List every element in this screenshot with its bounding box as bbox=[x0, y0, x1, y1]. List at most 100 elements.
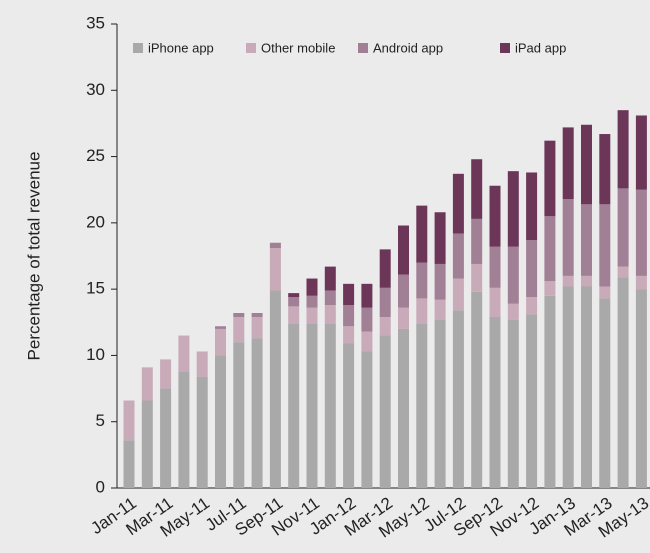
bar-segment bbox=[288, 306, 300, 324]
bar-segment bbox=[141, 400, 153, 488]
bar-segment bbox=[562, 275, 574, 287]
bar-segment bbox=[434, 212, 446, 264]
bar-segment bbox=[452, 278, 464, 311]
bar-segment bbox=[178, 371, 190, 488]
bar-segment bbox=[471, 291, 483, 488]
bar-segment bbox=[507, 171, 519, 247]
bar-segment bbox=[160, 388, 172, 488]
legend-swatch bbox=[358, 43, 368, 53]
legend-swatch bbox=[500, 43, 510, 53]
bar-segment bbox=[306, 278, 318, 296]
bar-segment bbox=[581, 275, 592, 287]
bar-segment bbox=[599, 286, 611, 299]
bar-segment bbox=[635, 275, 647, 290]
bar-segment bbox=[123, 440, 135, 488]
legend-label: Android app bbox=[373, 40, 443, 55]
bar-segment bbox=[251, 313, 263, 317]
y-tick-label: 35 bbox=[86, 13, 105, 32]
bar-segment bbox=[544, 281, 556, 296]
bar-segment bbox=[343, 305, 355, 327]
bar-segment bbox=[379, 249, 391, 288]
bar-segment bbox=[581, 124, 592, 205]
bar-segment bbox=[416, 323, 428, 488]
bar-segment bbox=[471, 263, 483, 292]
bar-segment bbox=[361, 283, 373, 308]
legend-label: iPhone app bbox=[148, 40, 214, 55]
bar-segment bbox=[507, 303, 519, 320]
bar-segment bbox=[324, 290, 336, 306]
bar-segment bbox=[123, 400, 135, 441]
bar-segment bbox=[471, 159, 483, 219]
bar-segment bbox=[452, 233, 464, 279]
bar-segment bbox=[215, 355, 226, 488]
bar-segment bbox=[434, 263, 446, 300]
bar-segment bbox=[489, 316, 501, 488]
bar-segment bbox=[635, 115, 647, 190]
y-tick-label: 25 bbox=[86, 146, 105, 165]
bar-segment bbox=[452, 310, 464, 488]
bar-segment bbox=[544, 295, 556, 488]
bar-segment bbox=[160, 359, 172, 389]
bar-segment bbox=[196, 351, 208, 377]
bar-segment bbox=[471, 218, 483, 264]
bar-segment bbox=[269, 290, 281, 488]
bar-segment bbox=[288, 323, 300, 488]
bar-segment bbox=[617, 277, 629, 488]
bar-segment bbox=[379, 335, 391, 488]
bar-segment bbox=[526, 314, 538, 488]
y-tick-label: 0 bbox=[96, 477, 105, 496]
bar-segment bbox=[581, 204, 592, 276]
bar-segment bbox=[489, 185, 501, 247]
bar-segment bbox=[251, 338, 263, 488]
bar-segment bbox=[635, 289, 647, 488]
bar-segment bbox=[343, 326, 355, 344]
bar-segment bbox=[544, 140, 556, 217]
bar-segment bbox=[343, 283, 355, 306]
bar-segment bbox=[562, 198, 574, 276]
bar-segment bbox=[617, 110, 629, 189]
bar-segment bbox=[416, 262, 428, 299]
legend-swatch bbox=[133, 43, 143, 53]
bar-segment bbox=[361, 331, 373, 352]
bar-segment bbox=[269, 248, 281, 291]
bar-segment bbox=[306, 323, 318, 488]
bar-segment bbox=[635, 189, 647, 276]
bar-segment bbox=[489, 287, 501, 317]
bar-segment bbox=[507, 319, 519, 488]
bar-segment bbox=[178, 335, 190, 372]
bar-segment bbox=[324, 305, 336, 324]
bar-segment bbox=[306, 307, 318, 324]
y-tick-label: 5 bbox=[96, 411, 105, 430]
bar-segment bbox=[233, 342, 245, 488]
legend-swatch bbox=[246, 43, 256, 53]
bar-segment bbox=[599, 134, 611, 205]
y-axis-label: Percentage of total revenue bbox=[24, 152, 43, 361]
bar-segment bbox=[288, 293, 300, 298]
bar-segment bbox=[324, 323, 336, 488]
bar-segment bbox=[434, 299, 446, 320]
bar-segment bbox=[233, 316, 245, 343]
bar-segment bbox=[141, 367, 153, 401]
bar-segment bbox=[617, 188, 629, 267]
bar-segment bbox=[434, 319, 446, 488]
bar-segment bbox=[343, 343, 355, 488]
bar-segment bbox=[379, 287, 391, 317]
bar-segment bbox=[416, 298, 428, 324]
bar-segment bbox=[452, 173, 464, 234]
bar-segment bbox=[361, 307, 373, 332]
bar-segment bbox=[599, 204, 611, 287]
bar-segment bbox=[416, 205, 428, 263]
bar-segment bbox=[398, 328, 409, 488]
bar-segment bbox=[215, 326, 226, 329]
bar-segment bbox=[379, 316, 391, 336]
bar-segment bbox=[562, 286, 574, 488]
bar-segment bbox=[526, 172, 538, 241]
bar-segment bbox=[617, 266, 629, 278]
bar-segment bbox=[196, 376, 208, 488]
bar-segment bbox=[306, 295, 318, 308]
bar-segment bbox=[361, 351, 373, 488]
bar-segment bbox=[251, 316, 263, 339]
bar-segment bbox=[507, 246, 519, 304]
y-tick-label: 15 bbox=[86, 279, 105, 298]
bar-segment bbox=[398, 307, 409, 329]
